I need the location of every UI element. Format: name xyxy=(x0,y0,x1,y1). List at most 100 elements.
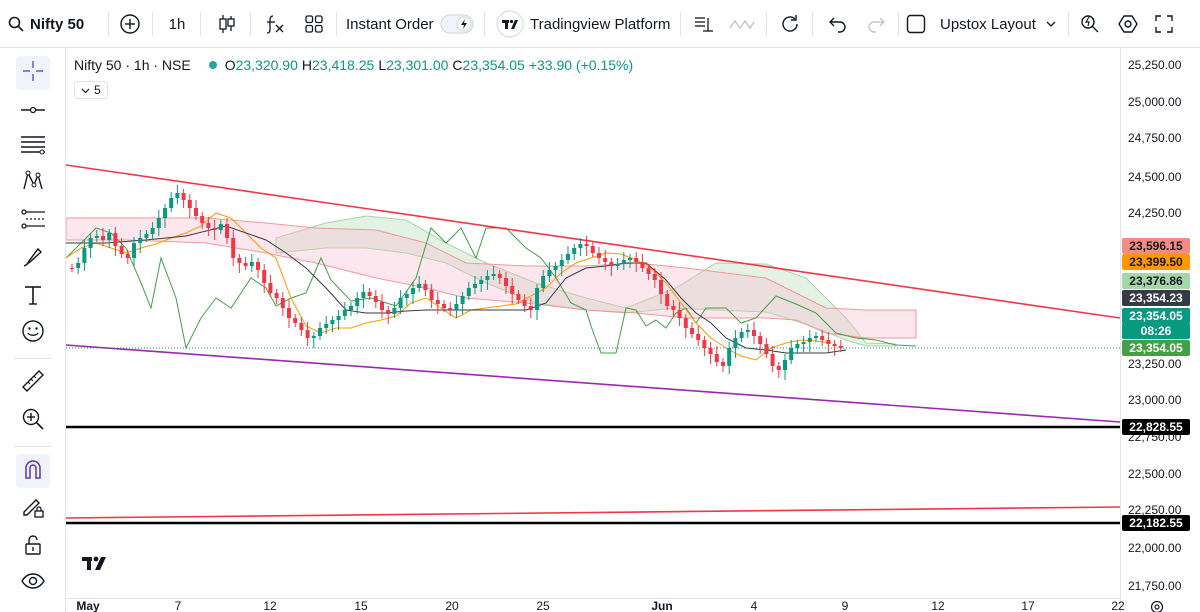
candle-body xyxy=(299,323,304,330)
price-tag: 08:26 xyxy=(1122,323,1190,339)
top-toolbar: Nifty 50 1h Instant Order Tradingv xyxy=(0,0,1200,48)
candle-body xyxy=(107,233,112,240)
support-trendline xyxy=(66,344,1120,423)
platform-button[interactable]: Tradingview Platform xyxy=(496,8,674,40)
magnet-tool[interactable] xyxy=(16,454,50,488)
time-axis-label: 25 xyxy=(536,599,550,612)
fib-lines-icon xyxy=(20,134,46,161)
chart-legend: Nifty 50 · 1h · NSE O 23,320.90 H 23,418.2… xyxy=(74,57,633,73)
price-tag: 22,828.55 xyxy=(1122,419,1190,435)
brush-icon xyxy=(21,245,45,274)
fib-tool[interactable] xyxy=(16,130,50,164)
price-axis[interactable]: 25,250.00 25,000.00 24,750.00 24,500.00 24,2… xyxy=(1120,48,1200,612)
refresh-button[interactable] xyxy=(776,8,804,40)
candle-body xyxy=(597,253,601,258)
interval-button[interactable]: 1h xyxy=(168,15,186,33)
indicators-button[interactable] xyxy=(262,8,288,40)
crosshair-icon xyxy=(22,60,44,87)
candle-body xyxy=(807,338,812,342)
price-axis-label: 22,000.00 xyxy=(1128,541,1182,555)
candle-body xyxy=(714,354,719,362)
candle-body xyxy=(94,236,99,238)
indicator-count: 5 xyxy=(94,83,101,97)
quick-search-button[interactable] xyxy=(1076,8,1104,40)
legend-high-key: H xyxy=(301,57,313,73)
price-axis-label: 24,250.00 xyxy=(1128,206,1182,220)
candle-body xyxy=(386,310,391,314)
zoom-in-icon xyxy=(21,407,45,436)
redo-button[interactable] xyxy=(862,8,890,40)
measure-tool[interactable] xyxy=(16,366,50,400)
candle-body xyxy=(392,308,397,314)
horizontal-line-tool[interactable] xyxy=(16,94,50,128)
candle-body xyxy=(770,354,775,366)
pattern-tool[interactable] xyxy=(16,166,50,200)
candle-body xyxy=(460,296,465,304)
templates-button[interactable] xyxy=(300,8,328,40)
time-axis-label: 20 xyxy=(445,599,459,612)
unlock-icon xyxy=(23,534,43,561)
symbol-search[interactable]: Nifty 50 xyxy=(8,8,108,40)
time-axis-label: 4 xyxy=(750,599,758,612)
candle-body xyxy=(758,336,763,344)
emoji-tool[interactable] xyxy=(16,316,50,350)
fullscreen-button[interactable] xyxy=(1150,8,1178,40)
alert-button xyxy=(726,8,758,40)
candle-body xyxy=(150,228,155,234)
candle-body xyxy=(330,320,335,324)
time-axis-label: 12 xyxy=(263,599,277,612)
refresh-icon xyxy=(779,13,801,35)
price-axis-label: 21,750.00 xyxy=(1128,579,1182,593)
candle-body xyxy=(733,338,738,348)
price-axis-label: 24,500.00 xyxy=(1128,170,1182,184)
time-axis-settings[interactable] xyxy=(1150,600,1164,612)
candle-body xyxy=(764,344,769,354)
hide-drawings-tool[interactable] xyxy=(16,566,50,600)
candle-body xyxy=(783,360,787,370)
resistance-trendline xyxy=(66,164,1120,319)
settings-button[interactable] xyxy=(1114,8,1142,40)
time-axis-label: 15 xyxy=(354,599,368,612)
grid-icon xyxy=(304,14,324,34)
instant-order-toggle[interactable]: Instant Order xyxy=(346,8,478,40)
candle-body xyxy=(504,278,508,286)
tradingview-watermark[interactable] xyxy=(78,548,112,582)
price-chart[interactable] xyxy=(66,48,1120,598)
candle-body xyxy=(677,310,682,318)
candle-body xyxy=(119,246,124,254)
zoom-tool[interactable] xyxy=(16,404,50,438)
indicators-toggle[interactable]: 5 xyxy=(74,81,108,99)
text-tool[interactable] xyxy=(16,280,50,314)
candle-body xyxy=(578,244,583,248)
candle-body xyxy=(559,260,564,266)
lock-all-tool[interactable] xyxy=(16,530,50,564)
candle-body xyxy=(801,342,806,344)
undo-button[interactable] xyxy=(824,8,852,40)
compare-symbol-button[interactable] xyxy=(114,8,146,40)
candle-body xyxy=(516,294,521,300)
candle-body xyxy=(646,268,651,274)
lock-drawing-tool[interactable] xyxy=(16,492,50,526)
price-tag: 23,354.05 xyxy=(1122,340,1190,356)
crosshair-tool[interactable] xyxy=(16,56,50,90)
candle-body xyxy=(832,344,837,346)
forecast-tool[interactable] xyxy=(16,204,50,238)
candle-body xyxy=(101,236,105,240)
candle-body xyxy=(485,276,490,280)
candle-body xyxy=(404,294,409,298)
replay-button[interactable] xyxy=(690,8,718,40)
layout-icon xyxy=(906,14,926,34)
candle-body xyxy=(417,284,422,288)
candle-body xyxy=(491,274,496,276)
candle-body xyxy=(367,292,372,296)
layout-dropdown[interactable]: Upstox Layout xyxy=(906,8,1066,40)
price-axis-label: 22,250.00 xyxy=(1128,503,1182,517)
time-axis[interactable]: May 7 12 15 20 25 Jun 4 9 12 17 22 xyxy=(66,598,1125,612)
chart-type-button[interactable] xyxy=(212,8,242,40)
candle-body xyxy=(522,300,527,306)
legend-close: 23,354.05 xyxy=(462,57,525,73)
brush-tool[interactable] xyxy=(16,242,50,276)
legend-close-key: C xyxy=(452,57,463,73)
candle-body xyxy=(287,308,291,318)
candle-body xyxy=(621,260,626,264)
